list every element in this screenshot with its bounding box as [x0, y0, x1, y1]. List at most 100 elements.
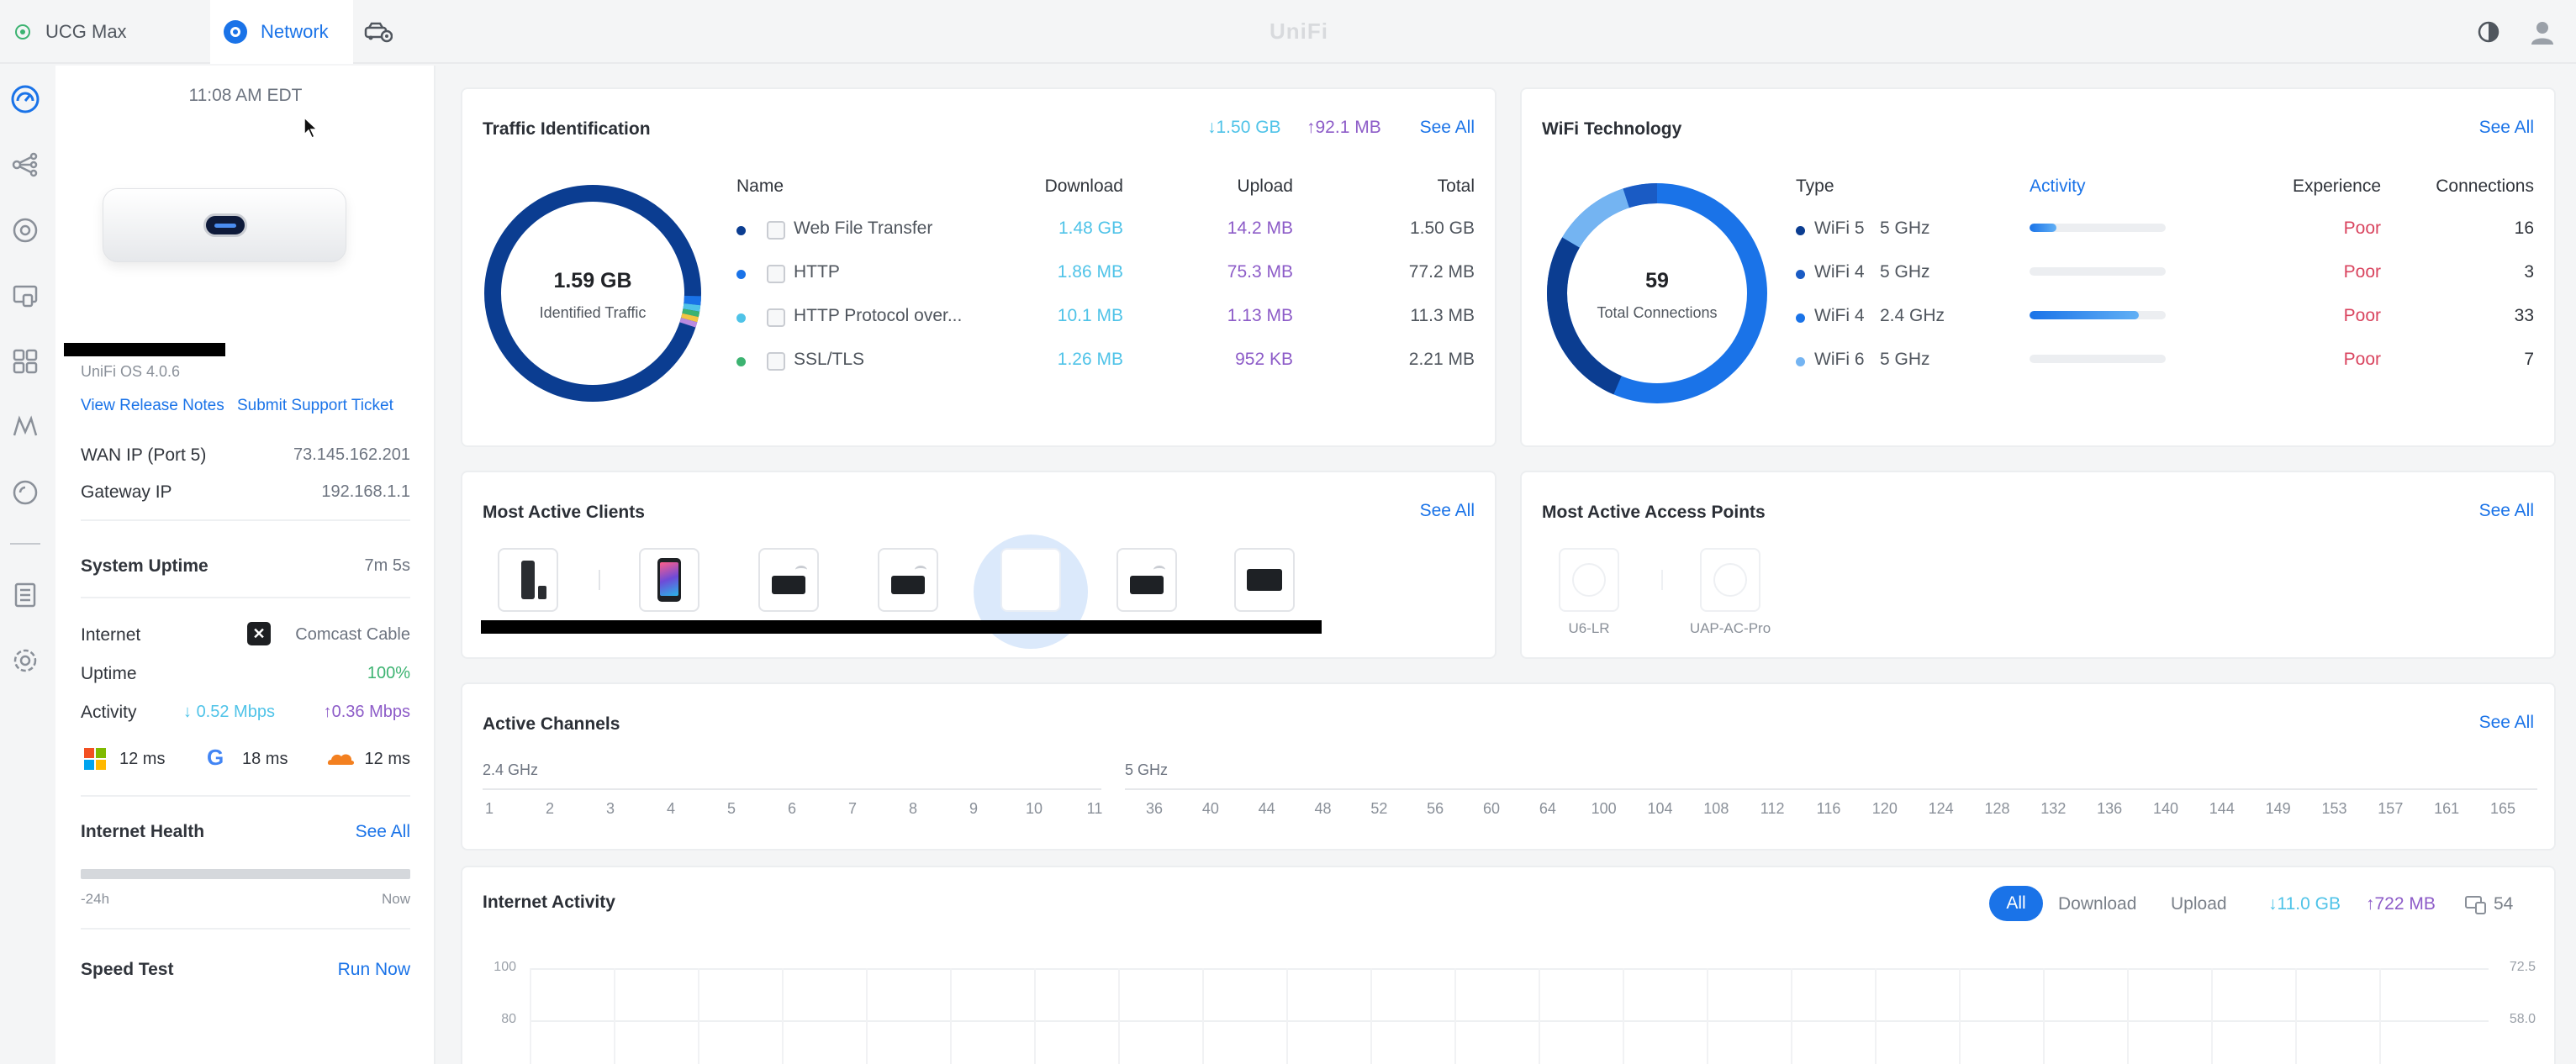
- col-header-connections[interactable]: Connections: [2436, 176, 2534, 196]
- channel-number[interactable]: 2: [545, 800, 554, 817]
- channel-number[interactable]: 128: [1984, 800, 2010, 817]
- activity-label: Activity: [81, 703, 137, 722]
- traffic-donut-chart[interactable]: [483, 183, 703, 403]
- dashboard-icon[interactable]: [10, 84, 40, 114]
- ap-device[interactable]: [1559, 548, 1619, 612]
- channel-number[interactable]: 1: [484, 800, 494, 817]
- channel-number[interactable]: 165: [2489, 800, 2516, 817]
- client-device[interactable]: [498, 548, 558, 612]
- clients-see-all[interactable]: See All: [1419, 501, 1475, 520]
- channel-number[interactable]: 144: [2209, 800, 2235, 817]
- channel-number[interactable]: 157: [2378, 800, 2404, 817]
- channel-number[interactable]: 120: [1871, 800, 1898, 817]
- channel-number[interactable]: 64: [1539, 800, 1556, 817]
- channel-number[interactable]: 7: [847, 800, 857, 817]
- tab-network[interactable]: Network: [210, 0, 353, 64]
- protect-tab[interactable]: [360, 0, 397, 64]
- donut-center-value: 1.59 GB: [553, 269, 632, 292]
- gridline: [2295, 968, 2297, 1064]
- channel-number[interactable]: 6: [787, 800, 796, 817]
- channel-number[interactable]: 44: [1258, 800, 1275, 817]
- devices-icon[interactable]: [10, 215, 40, 245]
- col-header-name[interactable]: Name: [736, 176, 784, 196]
- channel-number[interactable]: 140: [2152, 800, 2179, 817]
- channel-number[interactable]: 56: [1427, 800, 1444, 817]
- theme-toggle-icon[interactable]: [2477, 20, 2500, 44]
- client-device[interactable]: [758, 548, 819, 612]
- col-header-type[interactable]: Type: [1796, 176, 1834, 196]
- channel-number[interactable]: 40: [1201, 800, 1219, 817]
- logs-icon[interactable]: [10, 580, 40, 610]
- insights-icon[interactable]: [10, 412, 40, 442]
- client-device[interactable]: [1000, 548, 1061, 612]
- ap-name: U6-LR: [1568, 620, 1610, 636]
- channel-number[interactable]: 132: [2040, 800, 2067, 817]
- col-header-total[interactable]: Total: [1437, 176, 1475, 196]
- wifi-type: WiFi 4: [1814, 306, 1865, 325]
- aps-see-all[interactable]: See All: [2478, 501, 2534, 520]
- wifi-connections: 3: [2524, 262, 2534, 282]
- ap-device[interactable]: [1700, 548, 1760, 612]
- channel-number[interactable]: 136: [2097, 800, 2123, 817]
- traffic-identification-card: Traffic Identification ↓1.50 GB ↑92.1 MB…: [461, 87, 1497, 447]
- channel-number[interactable]: 108: [1703, 800, 1729, 817]
- traffic-download-total: ↓1.50 GB: [1207, 118, 1281, 138]
- security-icon[interactable]: [10, 477, 40, 508]
- statistics-icon[interactable]: [10, 346, 40, 377]
- support-ticket-link[interactable]: Submit Support Ticket: [237, 397, 393, 414]
- internet-health-see-all[interactable]: See All: [355, 822, 410, 841]
- filter-all-button[interactable]: All: [1989, 886, 2043, 921]
- channel-number[interactable]: 60: [1482, 800, 1501, 817]
- topology-icon[interactable]: [10, 150, 40, 180]
- channel-number[interactable]: 52: [1370, 800, 1388, 817]
- channel-number[interactable]: 124: [1928, 800, 1954, 817]
- activity-bar: [2030, 311, 2166, 319]
- y-axis-left-tick: 100: [494, 960, 516, 974]
- channel-number[interactable]: 9: [969, 800, 978, 817]
- col-header-upload[interactable]: Upload: [1237, 176, 1293, 196]
- activity-bar: [2030, 224, 2166, 232]
- channel-number[interactable]: 116: [1816, 800, 1841, 817]
- col-header-activity[interactable]: Activity: [2030, 176, 2086, 196]
- col-header-experience[interactable]: Experience: [2292, 176, 2381, 196]
- client-device[interactable]: [1116, 548, 1177, 612]
- file-transfer-icon: [767, 221, 785, 240]
- health-bar[interactable]: [81, 869, 410, 879]
- run-speed-test-button[interactable]: Run Now: [337, 960, 410, 979]
- clients-icon[interactable]: [10, 281, 40, 311]
- client-device[interactable]: [1234, 548, 1295, 612]
- channel-number[interactable]: 10: [1025, 800, 1043, 817]
- wifi-donut-chart[interactable]: [1547, 183, 1767, 403]
- health-end-label: Now: [381, 891, 410, 907]
- channel-number[interactable]: 161: [2434, 800, 2460, 817]
- settings-gear-icon[interactable]: [10, 645, 40, 676]
- user-avatar-icon[interactable]: [2529, 18, 2556, 45]
- traffic-see-all[interactable]: See All: [1419, 118, 1475, 137]
- channels-see-all[interactable]: See All: [2478, 713, 2534, 732]
- channel-number[interactable]: 100: [1591, 800, 1617, 817]
- channel-number[interactable]: 48: [1314, 800, 1332, 817]
- gridline: [1707, 968, 1708, 1064]
- channel-number[interactable]: 4: [666, 800, 675, 817]
- client-device[interactable]: [639, 548, 699, 612]
- channel-number[interactable]: 112: [1760, 800, 1785, 817]
- channel-number[interactable]: 11: [1086, 800, 1103, 817]
- tab-ucg-max[interactable]: UCG Max: [0, 0, 210, 64]
- channel-number[interactable]: 8: [908, 800, 917, 817]
- channel-number[interactable]: 149: [2265, 800, 2291, 817]
- filter-upload-button[interactable]: Upload: [2171, 894, 2227, 914]
- channel-number[interactable]: 3: [605, 800, 615, 817]
- release-notes-link[interactable]: View Release Notes: [81, 397, 224, 414]
- wifi-see-all[interactable]: See All: [2478, 118, 2534, 137]
- filter-download-button[interactable]: Download: [2058, 894, 2137, 914]
- donut-center-value: 59: [1645, 269, 1669, 292]
- client-device[interactable]: [878, 548, 938, 612]
- gridline: [782, 968, 784, 1064]
- col-header-download[interactable]: Download: [1044, 176, 1123, 196]
- channel-number[interactable]: 36: [1145, 800, 1164, 817]
- series-color-dot: [1796, 226, 1805, 235]
- channel-number[interactable]: 104: [1647, 800, 1673, 817]
- channel-number[interactable]: 5: [726, 800, 736, 817]
- channel-number[interactable]: 153: [2321, 800, 2347, 817]
